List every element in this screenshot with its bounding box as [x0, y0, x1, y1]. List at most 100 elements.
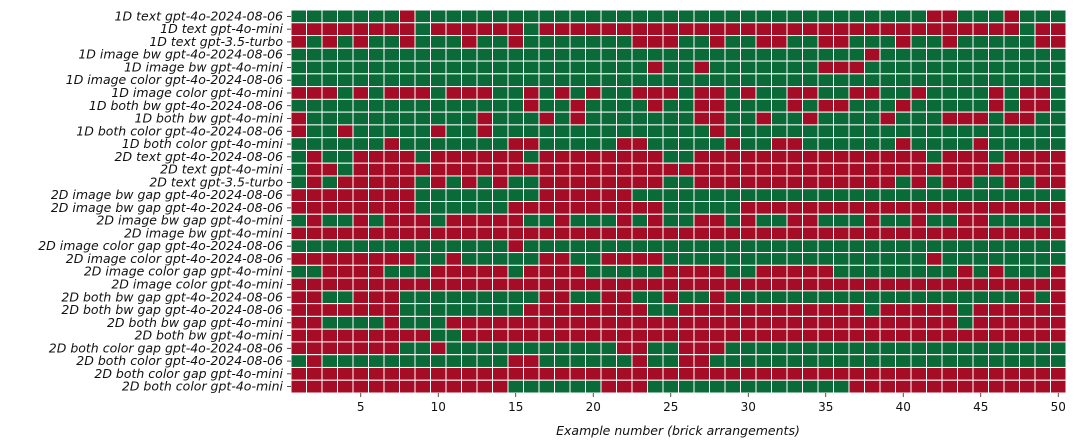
heatmap-cell [414, 213, 431, 228]
heatmap-cell [600, 226, 617, 241]
heatmap-cell [337, 175, 354, 190]
heatmap-cell [306, 315, 323, 330]
heatmap-cell [461, 188, 478, 203]
heatmap-cell [476, 239, 493, 254]
heatmap-cell [1019, 213, 1036, 228]
heatmap-cell [647, 86, 664, 100]
heatmap-cell [771, 137, 788, 151]
heatmap-cell [833, 124, 850, 139]
heatmap-cell [399, 315, 416, 330]
heatmap-cell [693, 111, 710, 126]
heatmap-cell [1019, 35, 1036, 49]
heatmap-cell [368, 239, 385, 254]
heatmap-cell [662, 162, 679, 177]
heatmap-cell [662, 73, 679, 88]
heatmap-cell [957, 9, 974, 24]
heatmap-cell [1019, 9, 1036, 24]
heatmap-cell [631, 277, 648, 292]
heatmap-cell [879, 366, 896, 381]
heatmap-cell [1003, 315, 1020, 330]
heatmap-cell [1050, 341, 1067, 356]
heatmap-cell [895, 277, 912, 292]
heatmap-cell [848, 35, 865, 49]
heatmap-cell [972, 315, 989, 330]
heatmap-cell [1019, 175, 1036, 190]
heatmap-cell [678, 315, 695, 330]
heatmap-cell [662, 252, 679, 266]
heatmap-cell [492, 137, 509, 151]
heatmap-cell [647, 264, 664, 279]
heatmap-cell [585, 315, 602, 330]
heatmap-cell [616, 9, 633, 24]
heatmap-cell [709, 201, 726, 215]
heatmap-cell [476, 290, 493, 305]
heatmap-cell [647, 124, 664, 139]
heatmap-cell [817, 303, 834, 317]
heatmap-cell [290, 303, 307, 317]
heatmap-cell [352, 60, 369, 75]
heatmap-cell [445, 213, 462, 228]
heatmap-cell [848, 226, 865, 241]
heatmap-cell [833, 379, 850, 394]
heatmap-cell [833, 47, 850, 62]
heatmap-cell [306, 201, 323, 215]
x-tick-label: 30 [741, 400, 756, 414]
heatmap-cell [1050, 98, 1067, 113]
heatmap-cell [337, 290, 354, 305]
heatmap-cell [879, 290, 896, 305]
heatmap-cell [1034, 47, 1051, 62]
heatmap-cell [1019, 315, 1036, 330]
heatmap-cell [678, 277, 695, 292]
heatmap-cell [523, 9, 540, 24]
heatmap-cell [430, 315, 447, 330]
heatmap-cell [631, 124, 648, 139]
heatmap-cell [368, 149, 385, 164]
heatmap-cell [988, 354, 1005, 368]
heatmap-cell [1019, 252, 1036, 266]
heatmap-cell [802, 315, 819, 330]
heatmap-cell [631, 354, 648, 368]
heatmap-cell [786, 264, 803, 279]
x-tick-label: 5 [357, 400, 365, 414]
heatmap-cell [414, 252, 431, 266]
heatmap-cell [864, 366, 881, 381]
heatmap-cell [693, 264, 710, 279]
heatmap-cell [864, 111, 881, 126]
heatmap-cell [864, 354, 881, 368]
heatmap-cell [430, 124, 447, 139]
heatmap-cell [1019, 239, 1036, 254]
heatmap-cell [321, 366, 338, 381]
heatmap-cell [910, 328, 927, 343]
heatmap-cell [585, 22, 602, 37]
heatmap-cell [988, 379, 1005, 394]
heatmap-cell [895, 73, 912, 88]
heatmap-cell [445, 354, 462, 368]
heatmap-cell [848, 111, 865, 126]
heatmap-cell [352, 201, 369, 215]
heatmap-cell [523, 149, 540, 164]
heatmap-cell [678, 303, 695, 317]
heatmap-cell [337, 354, 354, 368]
heatmap-cell [910, 175, 927, 190]
heatmap-cell [523, 98, 540, 113]
heatmap-cell [1034, 22, 1051, 37]
heatmap-cell [476, 47, 493, 62]
heatmap-cell [321, 354, 338, 368]
heatmap-cell [817, 188, 834, 203]
heatmap-cell [352, 379, 369, 394]
heatmap-cell [1019, 366, 1036, 381]
heatmap-cell [693, 124, 710, 139]
heatmap-cell [786, 213, 803, 228]
heatmap-cell [1050, 86, 1067, 100]
heatmap-cell [492, 149, 509, 164]
heatmap-cell [352, 264, 369, 279]
heatmap-cell [507, 277, 524, 292]
heatmap-cell [988, 137, 1005, 151]
heatmap-cell [957, 98, 974, 113]
heatmap-cell [941, 277, 958, 292]
heatmap-cell [383, 22, 400, 37]
heatmap-cell [848, 149, 865, 164]
heatmap-cell [585, 60, 602, 75]
heatmap-cell [476, 328, 493, 343]
heatmap-cell [321, 98, 338, 113]
